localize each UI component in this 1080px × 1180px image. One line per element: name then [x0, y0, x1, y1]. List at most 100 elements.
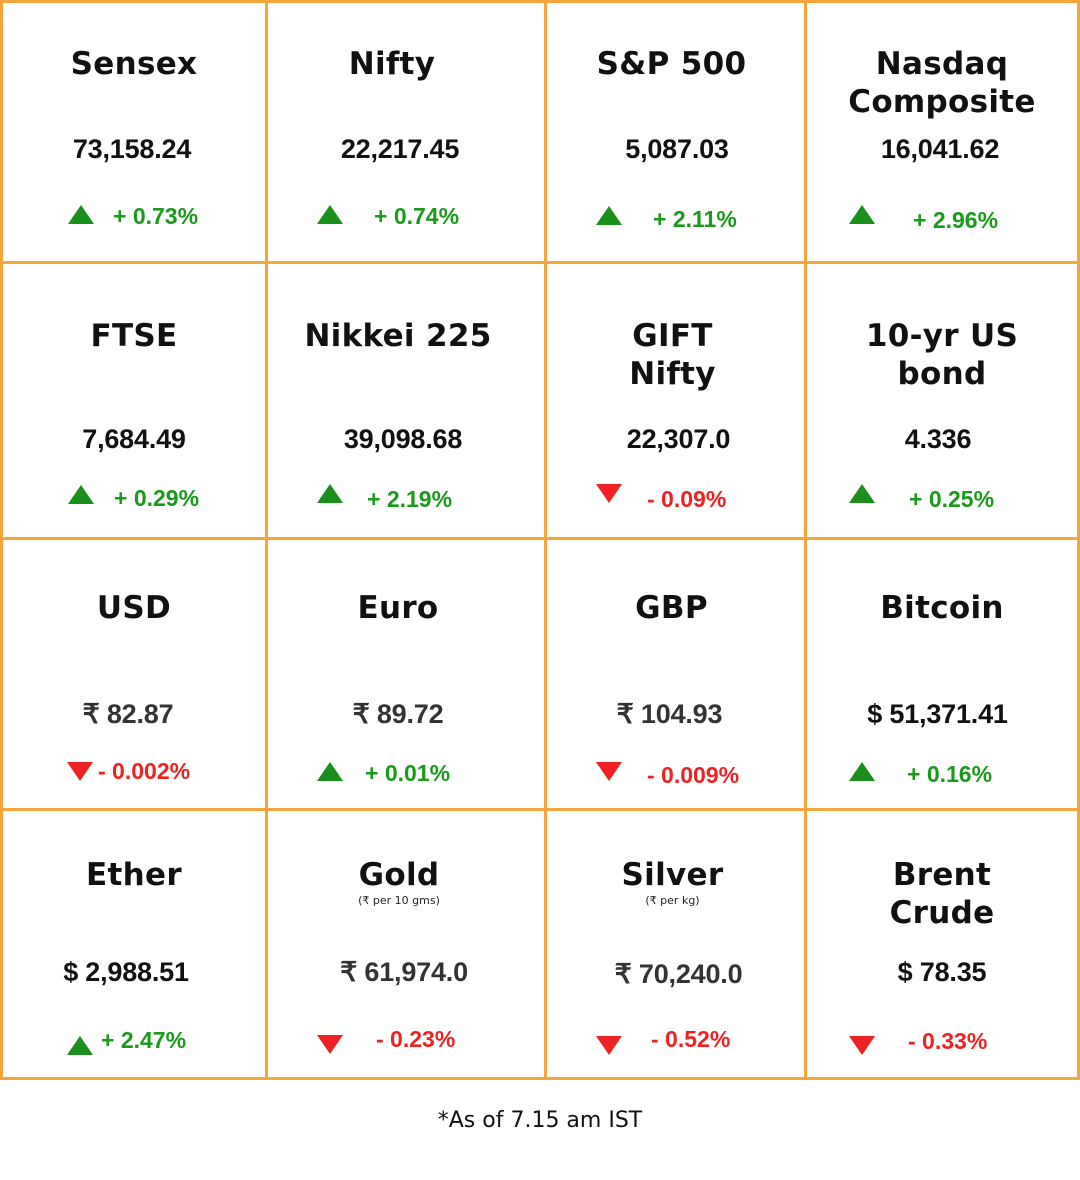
change-row: + 0.73% — [3, 201, 265, 231]
triangle-down-icon — [596, 762, 622, 781]
unit-label: (₹ per kg) — [645, 894, 700, 907]
percent-change: + 0.16% — [907, 761, 993, 787]
triangle-down-icon — [849, 1036, 875, 1055]
index-value: ₹ 82.87 — [82, 699, 174, 729]
index-name: S&P 500 — [596, 46, 747, 82]
percent-change: - 0.52% — [651, 1026, 731, 1052]
grid-line — [0, 537, 1080, 540]
market-grid: Sensex 73,158.24 + 0.73% Nifty 22,217.45… — [0, 0, 1080, 1080]
ether-cell: Ether $ 2,988.51 + 2.47% — [3, 811, 265, 1077]
percent-change: - 0.23% — [376, 1026, 456, 1052]
nikkei-cell: Nikkei 225 39,098.68 + 2.19% — [268, 264, 544, 537]
index-name: Ether — [86, 857, 182, 893]
change-row: + 0.16% — [807, 759, 1077, 789]
triangle-down-icon — [596, 1036, 622, 1055]
triangle-up-icon — [849, 762, 875, 781]
index-name: Gold — [358, 857, 440, 893]
euro-cell: Euro ₹ 89.72 + 0.01% — [268, 540, 544, 808]
index-value: 5,087.03 — [625, 134, 729, 164]
triangle-up-icon — [317, 762, 343, 781]
index-value: $ 2,988.51 — [63, 957, 189, 987]
change-row: + 2.11% — [547, 204, 804, 234]
percent-change: - 0.09% — [647, 486, 727, 512]
index-name: Sensex — [70, 46, 198, 82]
percent-change: + 0.29% — [114, 485, 200, 511]
sp500-cell: S&P 500 5,087.03 + 2.11% — [547, 3, 804, 261]
grid-line — [1077, 0, 1080, 1080]
percent-change: + 2.11% — [653, 206, 737, 232]
us-bond-cell: 10-yr US bond 4.336 + 0.25% — [807, 264, 1077, 537]
percent-change: + 0.73% — [113, 203, 199, 229]
grid-line — [544, 0, 547, 1080]
change-row: - 0.23% — [268, 1024, 544, 1054]
index-name: Nikkei 225 — [304, 318, 492, 354]
change-row: - 0.52% — [547, 1024, 804, 1055]
index-name: Euro — [357, 590, 439, 626]
index-value: 22,307.0 — [626, 424, 731, 454]
triangle-up-icon — [68, 205, 94, 224]
index-value: 73,158.24 — [72, 134, 192, 164]
percent-change: + 2.96% — [913, 207, 999, 233]
grid-line — [0, 808, 1080, 811]
percent-change: - 0.002% — [98, 758, 191, 784]
percent-change: + 2.47% — [101, 1027, 187, 1053]
grid-line — [804, 0, 807, 1080]
triangle-down-icon — [596, 484, 622, 503]
triangle-up-icon — [317, 205, 343, 224]
usd-cell: USD ₹ 82.87 - 0.002% — [3, 540, 265, 808]
triangle-up-icon — [849, 484, 875, 503]
index-value: 16,041.62 — [880, 134, 1000, 164]
change-row: + 2.47% — [3, 1025, 265, 1055]
index-name: USD — [96, 590, 172, 626]
change-row: + 2.96% — [807, 205, 1077, 235]
grid-line — [0, 1077, 1080, 1080]
index-name: Nasdaq Composite — [848, 46, 1036, 120]
nifty-cell: Nifty 22,217.45 + 0.74% — [268, 3, 544, 261]
change-row: - 0.009% — [547, 760, 804, 790]
index-name: FTSE — [90, 318, 178, 354]
triangle-up-icon — [317, 484, 343, 503]
grid-line — [265, 0, 268, 1080]
index-value: ₹ 89.72 — [352, 699, 444, 729]
index-name: Bitcoin — [880, 590, 1004, 626]
triangle-up-icon — [67, 1036, 93, 1055]
percent-change: - 0.33% — [908, 1028, 988, 1054]
index-name: GIFT Nifty — [629, 318, 716, 392]
triangle-up-icon — [596, 206, 622, 225]
timestamp-footnote: *As of 7.15 am IST — [437, 1108, 643, 1133]
triangle-up-icon — [68, 485, 94, 504]
change-row: - 0.002% — [3, 756, 265, 786]
index-value: 39,098.68 — [343, 424, 463, 454]
silver-cell: Silver (₹ per kg) ₹ 70,240.0 - 0.52% — [547, 811, 804, 1077]
index-value: 7,684.49 — [82, 424, 186, 454]
change-row: + 0.01% — [268, 758, 544, 788]
index-value: ₹ 104.93 — [616, 699, 723, 729]
index-value: 4.336 — [904, 424, 972, 454]
gold-cell: Gold (₹ per 10 gms) ₹ 61,974.0 - 0.23% — [268, 811, 544, 1077]
index-value: ₹ 70,240.0 — [614, 959, 743, 989]
triangle-down-icon — [317, 1035, 343, 1054]
grid-line — [0, 0, 1080, 3]
index-value: ₹ 61,974.0 — [340, 957, 468, 987]
change-row: - 0.33% — [807, 1026, 1077, 1056]
change-row: + 2.19% — [268, 484, 544, 514]
percent-change: + 0.74% — [374, 203, 460, 229]
grid-line — [0, 261, 1080, 264]
change-row: - 0.09% — [547, 484, 804, 514]
ftse-cell: FTSE 7,684.49 + 0.29% — [3, 264, 265, 537]
change-row: + 0.25% — [807, 484, 1077, 514]
percent-change: + 2.19% — [367, 486, 453, 512]
grid-line — [0, 0, 3, 1080]
change-row: + 0.29% — [3, 483, 265, 513]
triangle-up-icon — [849, 205, 875, 224]
index-name: Silver — [621, 857, 724, 893]
triangle-down-icon — [67, 762, 93, 781]
index-name: GBP — [635, 590, 708, 626]
gift-nifty-cell: GIFT Nifty 22,307.0 - 0.09% — [547, 264, 804, 537]
sensex-cell: Sensex 73,158.24 + 0.73% — [3, 3, 265, 261]
index-name: Brent Crude — [889, 857, 995, 931]
index-name: Nifty — [348, 46, 436, 82]
gbp-cell: GBP ₹ 104.93 - 0.009% — [547, 540, 804, 808]
percent-change: + 0.01% — [365, 760, 451, 786]
index-value: 22,217.45 — [340, 134, 460, 164]
